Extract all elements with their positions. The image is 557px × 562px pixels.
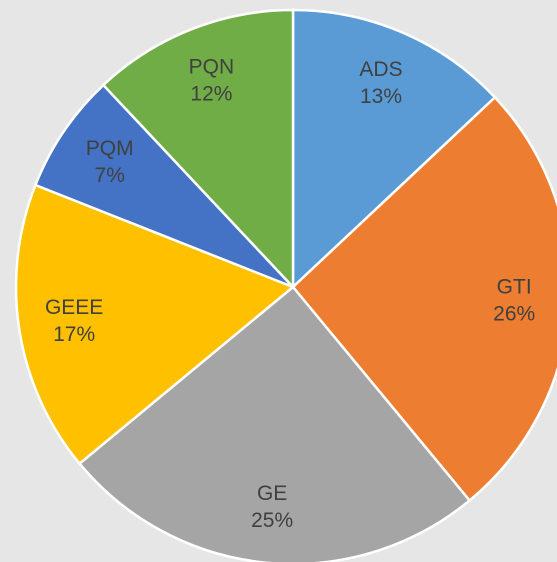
- slice-label: ADS: [359, 58, 402, 81]
- pie-slice: [33, 83, 294, 289]
- slice-label: PQM: [86, 137, 134, 160]
- pie-slice: [291, 8, 497, 290]
- slice-value: 25%: [251, 509, 293, 532]
- slice-label: PQN: [189, 56, 235, 79]
- slice-value: 26%: [493, 302, 535, 325]
- slice-label: GTI: [497, 275, 532, 298]
- pie-slice: [77, 285, 472, 562]
- pie-slice: [101, 8, 295, 291]
- slice-label: GEEE: [45, 296, 103, 319]
- pie-slice: [14, 183, 296, 466]
- pie-slice: [291, 95, 557, 503]
- slice-value: 12%: [190, 83, 232, 106]
- slice-label: GE: [257, 482, 287, 505]
- slice-value: 13%: [360, 85, 402, 108]
- slice-value: 7%: [95, 164, 125, 187]
- slice-value: 17%: [53, 323, 95, 346]
